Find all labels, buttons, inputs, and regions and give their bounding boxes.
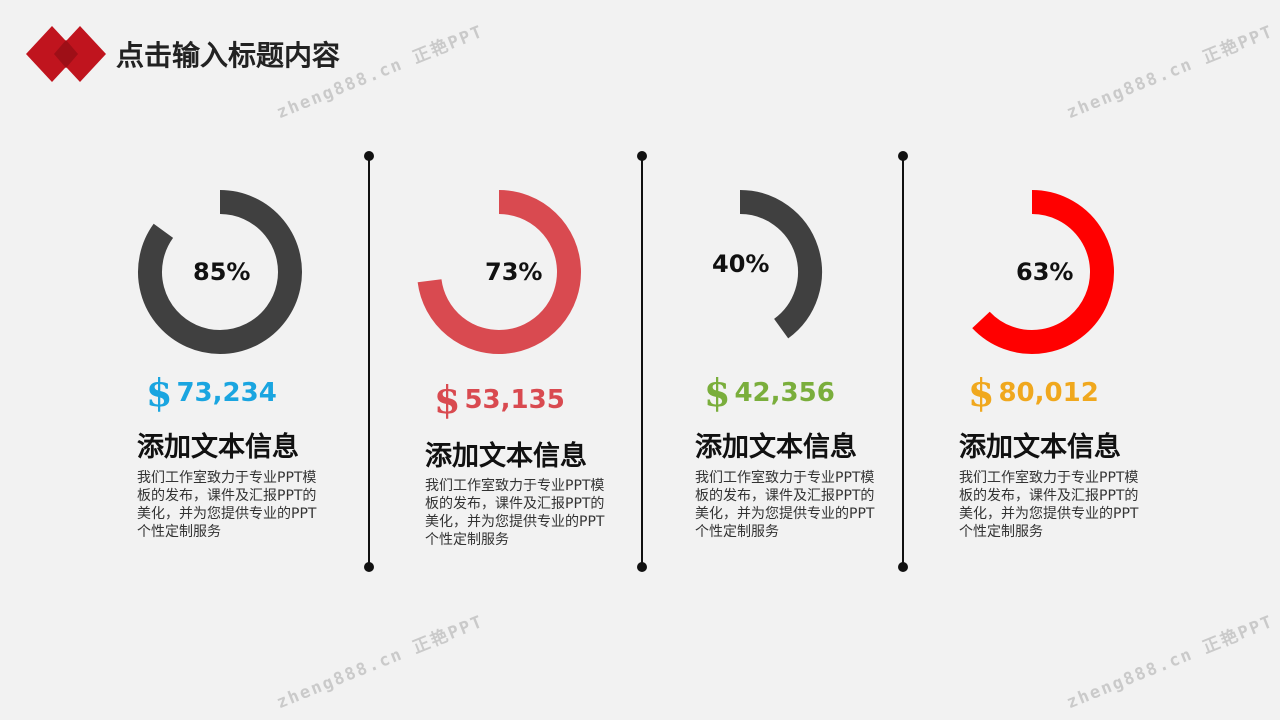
progress-ring: [417, 190, 581, 354]
card-title: 添加文本信息: [695, 432, 857, 463]
column-divider: [368, 156, 370, 568]
amount-value: 53,135: [464, 385, 565, 415]
card-title: 添加文本信息: [137, 432, 299, 463]
card-description: 我们工作室致力于专业PPT模板的发布，课件及汇报PPT的美化，并为您提供专业的P…: [137, 470, 317, 540]
percent-label: 85%: [193, 258, 251, 286]
divider-dot: [364, 151, 374, 161]
card-description: 我们工作室致力于专业PPT模板的发布，课件及汇报PPT的美化，并为您提供专业的P…: [959, 470, 1139, 540]
divider-dot: [898, 562, 908, 572]
card-description: 我们工作室致力于专业PPT模板的发布，课件及汇报PPT的美化，并为您提供专业的P…: [695, 470, 875, 540]
progress-ring: [972, 190, 1114, 354]
amount-value: 42,356: [734, 378, 835, 408]
divider-dot: [637, 562, 647, 572]
amount-value: 80,012: [998, 378, 1099, 408]
diamond-logo-icon: [26, 26, 106, 82]
progress-arc: [417, 190, 581, 354]
percent-label: 40%: [712, 250, 770, 278]
divider-dot: [898, 151, 908, 161]
amount-row: $ 80,012: [968, 374, 1099, 412]
watermark: zheng888.cn 正艳PPT: [1063, 611, 1277, 714]
watermark: zheng888.cn 正艳PPT: [1063, 21, 1277, 124]
dollar-icon: $: [704, 370, 731, 415]
progress-arc: [739, 190, 822, 339]
divider-dot: [637, 151, 647, 161]
percent-label: 63%: [1016, 258, 1074, 286]
amount-value: 73,234: [176, 378, 277, 408]
divider-dot: [364, 562, 374, 572]
page-title: 点击输入标题内容: [116, 39, 341, 72]
dollar-icon: $: [434, 377, 461, 422]
dollar-icon: $: [146, 370, 173, 415]
progress-ring: [138, 190, 302, 354]
progress-ring: [739, 190, 822, 339]
card-description: 我们工作室致力于专业PPT模板的发布，课件及汇报PPT的美化，并为您提供专业的P…: [425, 478, 605, 548]
card-title: 添加文本信息: [959, 432, 1121, 463]
column-divider: [641, 156, 643, 568]
card-title: 添加文本信息: [425, 441, 587, 472]
percent-label: 73%: [485, 258, 543, 286]
amount-row: $ 73,234: [146, 374, 277, 412]
amount-row: $ 53,135: [434, 381, 565, 419]
progress-arc: [138, 190, 302, 354]
amount-row: $ 42,356: [704, 374, 835, 412]
watermark: zheng888.cn 正艳PPT: [273, 611, 487, 714]
progress-arc: [972, 190, 1114, 354]
column-divider: [902, 156, 904, 568]
dollar-icon: $: [968, 370, 995, 415]
